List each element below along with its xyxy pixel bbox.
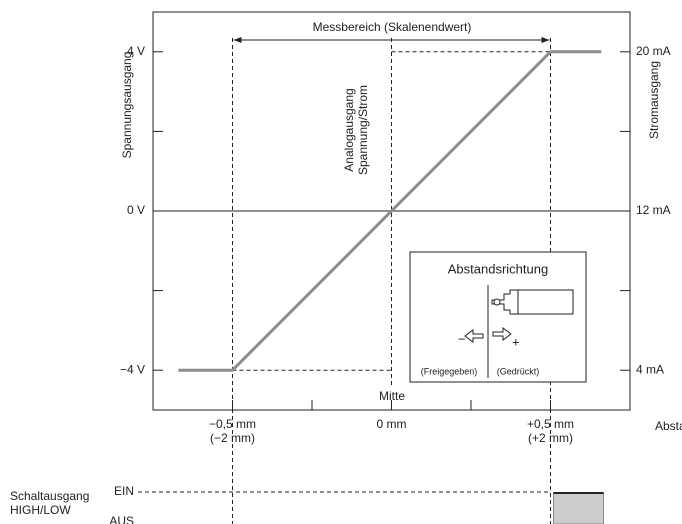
- inset-title: Abstandsrichtung: [448, 261, 548, 276]
- y-tick-label: 4 V: [127, 44, 145, 58]
- y2-tick-label: 12 mA: [636, 203, 671, 217]
- switch-off: AUS: [109, 514, 134, 524]
- x-tick-label: 0 mm: [377, 417, 407, 431]
- output-label: Spannung/Strom: [356, 85, 370, 175]
- switch-label: HIGH/LOW: [10, 503, 71, 517]
- switch-label: Schaltausgang: [10, 489, 89, 503]
- output-label: Analogausgang: [342, 88, 356, 171]
- y2-tick-label: 20 mA: [636, 44, 671, 58]
- chart: Abstand Spannungsausgang Stromausgang Me…: [0, 0, 682, 524]
- y-tick-label: −4 V: [120, 362, 145, 376]
- y2-axis-label: Stromausgang: [647, 61, 661, 139]
- y-axis-label: Spannungsausgang: [120, 52, 134, 159]
- inset-minus: −: [458, 331, 466, 346]
- switch-state: [554, 493, 604, 524]
- switch-on: EIN: [114, 484, 134, 498]
- x-axis-label: Abstand: [655, 419, 682, 433]
- inset-right: (Gedrückt): [497, 366, 540, 376]
- y2-tick-label: 4 mA: [636, 362, 664, 376]
- inset-plus: +: [512, 334, 520, 349]
- range-label: Messbereich (Skalenendwert): [313, 20, 472, 34]
- y-tick-label: 0 V: [127, 203, 145, 217]
- inset: Abstandsrichtung − + (Freigegeben) (Gedr…: [410, 252, 586, 382]
- inset-left: (Freigegeben): [421, 366, 478, 376]
- center-label: Mitte: [379, 389, 405, 403]
